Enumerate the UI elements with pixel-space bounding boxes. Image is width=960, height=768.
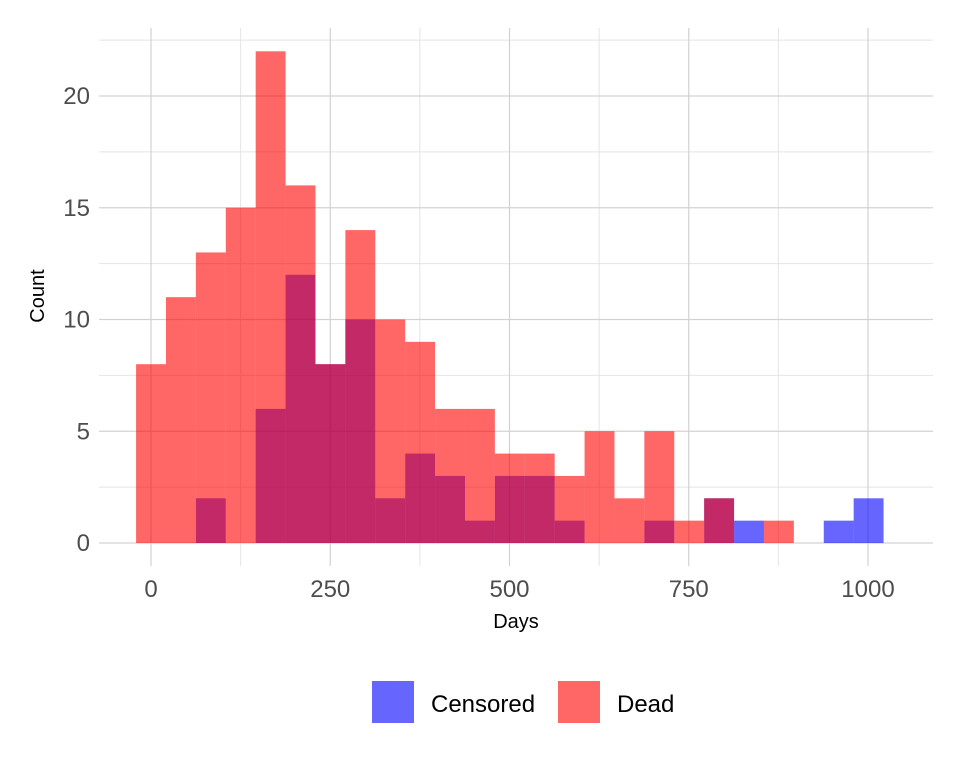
bar-dead-10	[435, 408, 465, 543]
bar-dead-7	[345, 230, 376, 543]
bar-dead-9	[405, 341, 436, 543]
bar-dead-18	[674, 520, 705, 543]
legend-swatch-censored	[372, 681, 414, 723]
bar-dead-12	[494, 453, 525, 543]
y-axis-title: Count	[27, 269, 49, 323]
y-tick-label: 15	[63, 195, 90, 222]
x-tick-label: 1000	[841, 576, 894, 603]
bar-dead-5	[285, 185, 316, 543]
y-tick-label: 5	[77, 418, 90, 445]
y-tick-label: 20	[63, 83, 90, 110]
bar-dead-19	[704, 498, 735, 543]
bar-dead-17	[644, 431, 675, 543]
legend-swatch-dead	[558, 681, 600, 723]
bar-dead-4	[255, 51, 286, 544]
bar-dead-16	[614, 498, 645, 543]
legend-label-dead: Dead	[617, 691, 674, 718]
x-tick-label: 0	[144, 576, 157, 603]
y-tick-label: 10	[63, 307, 90, 334]
bar-censored-23	[823, 520, 854, 543]
bar-censored-20	[734, 520, 764, 543]
y-tick-labels: 0 5 10 15 20	[63, 83, 90, 557]
x-axis-title: Days	[493, 611, 539, 633]
x-tick-label: 250	[310, 576, 350, 603]
bar-dead-8	[375, 319, 406, 543]
x-tick-label: 750	[669, 576, 709, 603]
bar-dead-14	[554, 475, 585, 543]
bar-dead-11	[464, 408, 495, 543]
legend: Censored Dead	[372, 681, 674, 723]
bar-dead-13	[524, 453, 555, 543]
bar-dead-21	[763, 520, 794, 543]
bar-dead-2	[195, 252, 226, 543]
bar-dead-6	[315, 364, 346, 543]
bar-dead-0	[136, 364, 166, 543]
bars	[136, 51, 884, 544]
bar-censored-24	[853, 498, 884, 543]
legend-label-censored: Censored	[431, 691, 535, 718]
bar-dead-1	[165, 297, 196, 543]
y-tick-label: 0	[77, 530, 90, 557]
x-tick-label: 500	[489, 576, 529, 603]
bar-dead-15	[584, 431, 615, 543]
bar-dead-3	[225, 207, 256, 543]
x-tick-labels: 0 250 500 750 1000	[144, 576, 894, 603]
